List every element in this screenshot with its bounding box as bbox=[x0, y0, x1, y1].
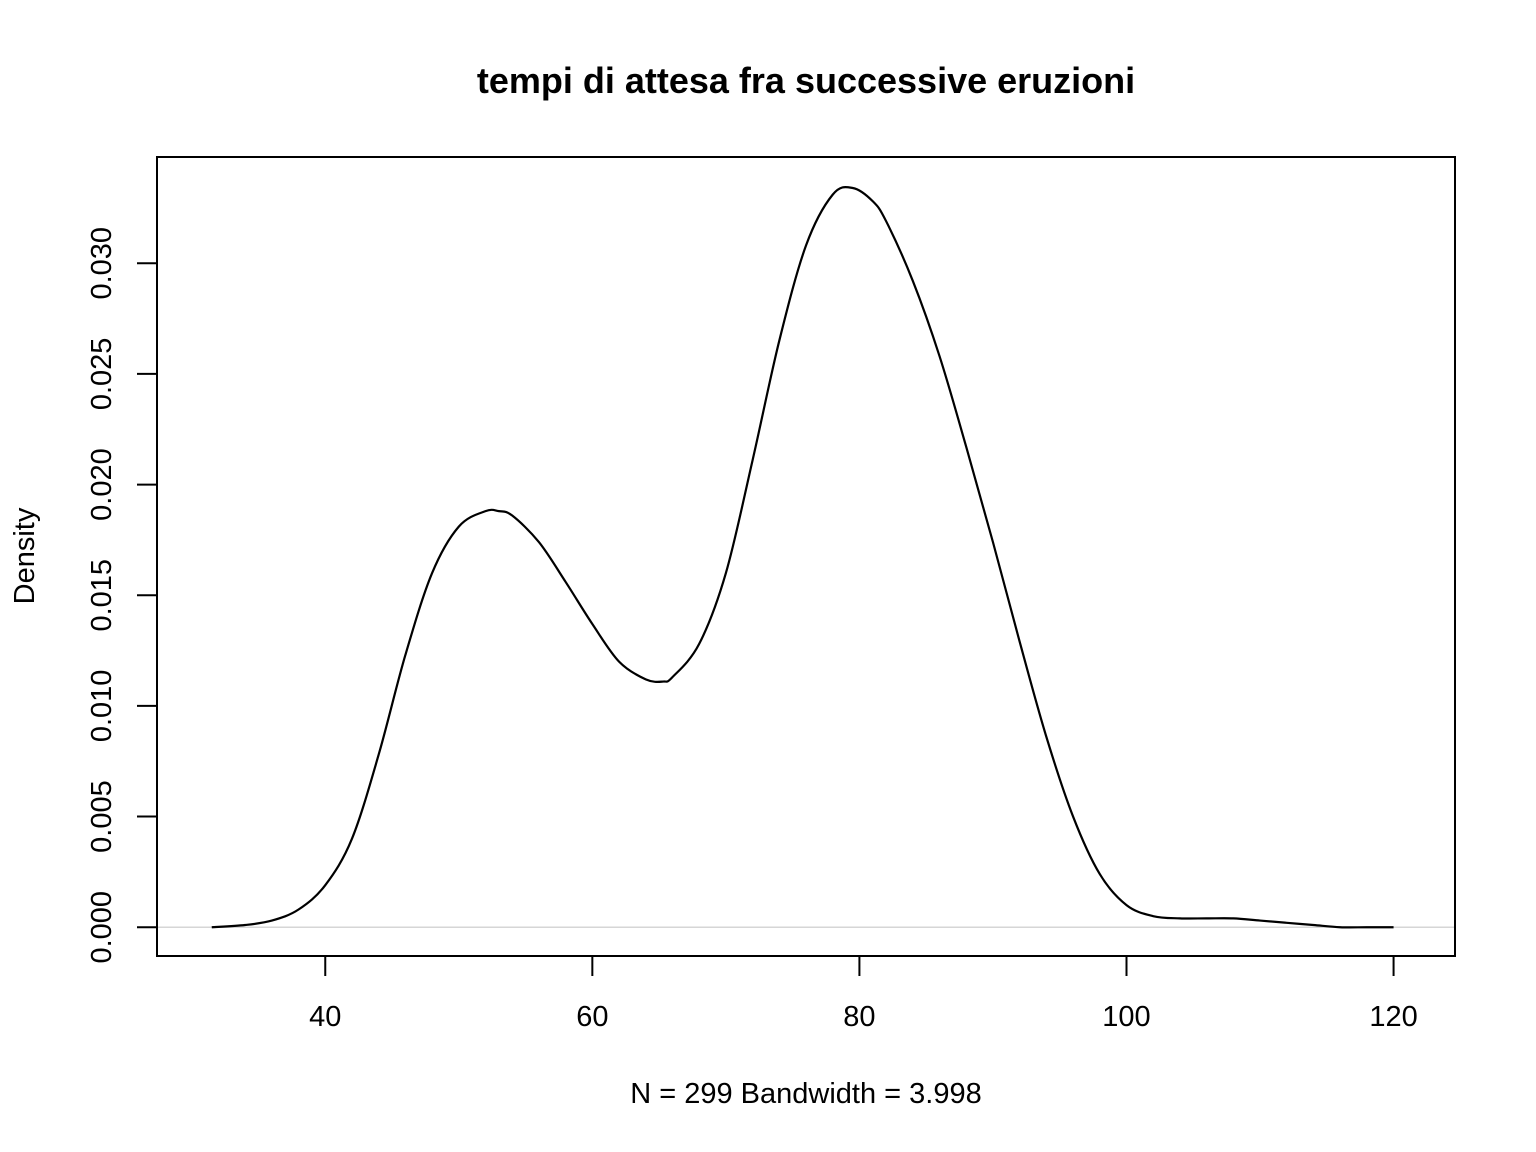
y-axis: 0.000 0.005 0.010 0.015 0.020 0.025 0.030 bbox=[86, 227, 157, 964]
x-tick-label: 40 bbox=[309, 1001, 341, 1033]
y-axis-label: Density bbox=[9, 507, 41, 604]
chart-title: tempi di attesa fra successive eruzioni bbox=[477, 60, 1135, 101]
x-axis-label: N = 299 Bandwidth = 3.998 bbox=[630, 1078, 981, 1110]
y-tick-label: 0.030 bbox=[86, 227, 118, 300]
x-axis: 40 60 80 100 120 bbox=[309, 956, 1418, 1033]
x-tick-label: 120 bbox=[1369, 1001, 1417, 1033]
y-tick-label: 0.010 bbox=[86, 670, 118, 743]
y-tick-label: 0.025 bbox=[86, 338, 118, 411]
x-tick-label: 60 bbox=[576, 1001, 608, 1033]
y-tick-label: 0.015 bbox=[86, 559, 118, 632]
x-tick-label: 80 bbox=[843, 1001, 875, 1033]
y-tick-label: 0.000 bbox=[86, 891, 118, 964]
density-curve bbox=[211, 185, 1394, 929]
y-tick-label: 0.005 bbox=[86, 780, 118, 853]
x-tick-label: 100 bbox=[1102, 1001, 1150, 1033]
y-tick-label: 0.020 bbox=[86, 448, 118, 521]
plot-frame bbox=[156, 156, 1456, 957]
